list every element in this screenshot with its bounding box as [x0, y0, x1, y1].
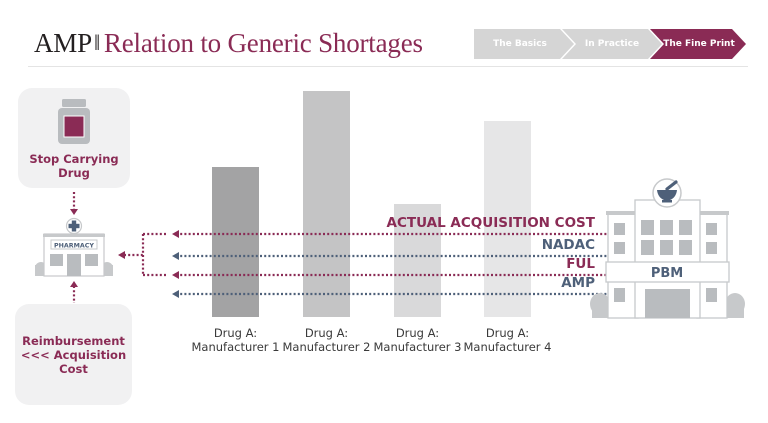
- bar-manufacturer-3: [394, 204, 441, 317]
- step-the-fine-print[interactable]: The Fine Print: [663, 39, 735, 49]
- arrow-down-icon: [70, 209, 78, 215]
- page-title: AMP‖ Relation to Generic Shortages: [34, 28, 423, 59]
- x-tick-line1: Drug A:: [485, 326, 530, 340]
- x-tick-line1: Drug A:: [213, 326, 258, 340]
- pharmacy-sign: PHARMACY: [54, 243, 94, 250]
- x-tick-line1: Drug A:: [395, 326, 440, 340]
- stop-carrying-label: Stop Carrying Drug: [18, 152, 130, 180]
- arrow-left-icon: [172, 252, 179, 260]
- step-shape-practice[interactable]: [562, 29, 662, 59]
- label-line: Reimbursement: [22, 334, 125, 348]
- bar-manufacturer-4: [484, 121, 531, 317]
- title-main: Relation to Generic Shortages: [103, 28, 423, 58]
- arrow-left-icon: [172, 230, 179, 238]
- x-tick-line2: Manufacturer 4: [463, 340, 552, 354]
- cross-icon-bar: [68, 223, 80, 229]
- line-label-actual-acquisition-cost: ACTUAL ACQUISITION COST: [386, 215, 595, 231]
- x-tick-label: Drug A: Manufacturer 3: [368, 326, 468, 354]
- mortar-pestle-icon: [657, 180, 678, 203]
- step-breadcrumb: The Basics In Practice The Fine Print: [474, 29, 746, 59]
- title-separator: ‖: [93, 30, 100, 55]
- x-tick-line2: Manufacturer 2: [282, 340, 371, 354]
- arrow-left-icon: [172, 290, 179, 298]
- arrow-left-icon: [172, 271, 179, 279]
- bracket-connector: [118, 232, 168, 277]
- pharmacy-building-icon: PHARMACY: [35, 217, 113, 277]
- step-shape-fineprint[interactable]: [650, 29, 746, 59]
- title-prefix: AMP: [34, 28, 92, 58]
- line-label-ful: FUL: [566, 256, 595, 272]
- reference-lines-group: [172, 230, 607, 298]
- stop-carrying-box: Stop Carrying Drug: [18, 88, 130, 188]
- label-line: Cost: [59, 362, 88, 376]
- step-in-practice[interactable]: In Practice: [584, 39, 640, 49]
- pbm-building-icon: PBM: [590, 178, 745, 319]
- step-the-basics[interactable]: The Basics: [493, 39, 547, 49]
- label-line: Drug: [58, 166, 90, 180]
- bar-manufacturer-1: [212, 167, 259, 317]
- x-tick-label: Drug A: Manufacturer 4: [458, 326, 558, 354]
- x-tick-line2: Manufacturer 3: [373, 340, 462, 354]
- x-tick-label: Drug A: Manufacturer 2: [277, 326, 377, 354]
- arrow-left-icon: [118, 251, 125, 259]
- label-line: Stop Carrying: [29, 152, 119, 166]
- bars-group: [212, 91, 531, 317]
- reimbursement-box: Reimbursement <<< Acquisition Cost: [15, 304, 132, 405]
- reimbursement-label: Reimbursement <<< Acquisition Cost: [15, 334, 132, 376]
- step-arrows: [474, 29, 746, 59]
- label-line: <<< Acquisition: [20, 348, 127, 362]
- arrow-up-icon: [70, 281, 78, 287]
- header-divider: [28, 66, 748, 67]
- bar-manufacturer-2: [303, 91, 350, 317]
- x-tick-label: Drug A: Manufacturer 1: [186, 326, 286, 354]
- step-shape-basics[interactable]: [474, 29, 574, 59]
- line-label-amp: AMP: [561, 275, 595, 291]
- line-label-nadac: NADAC: [541, 237, 595, 253]
- pill-bottle-icon: [58, 99, 90, 144]
- x-tick-line2: Manufacturer 1: [191, 340, 280, 354]
- pbm-sign: PBM: [651, 266, 683, 281]
- x-tick-line1: Drug A:: [304, 326, 349, 340]
